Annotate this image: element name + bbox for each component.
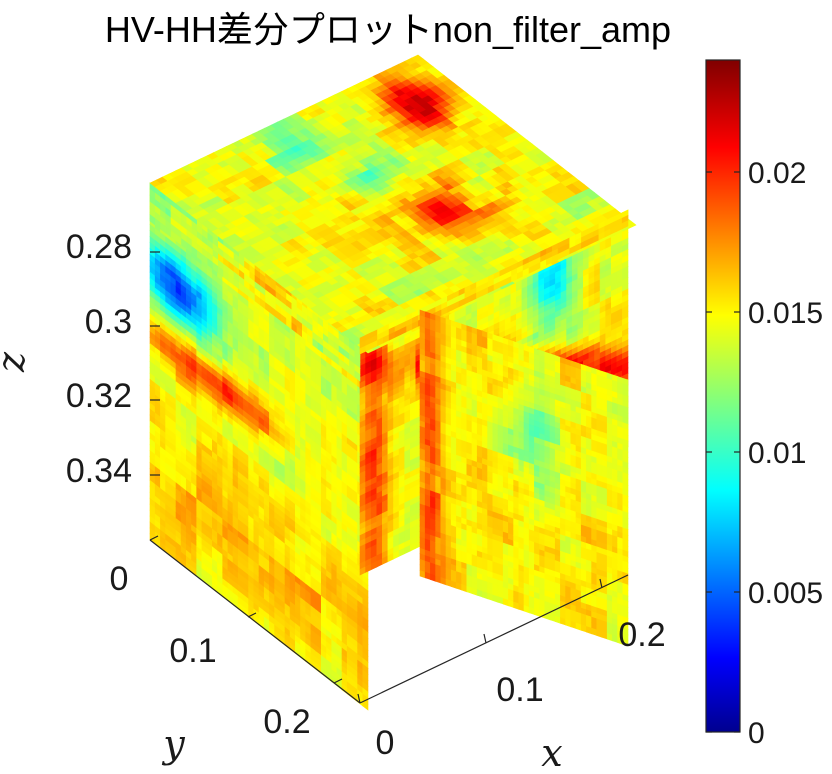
colorbar-tick-label: 0 — [748, 717, 765, 750]
axis-tick — [599, 578, 603, 589]
colorbar-ticks: 0 0.005 0.01 0.015 0.02 — [706, 157, 823, 750]
z-tick-label: 0.32 — [66, 377, 132, 415]
axis-tick — [333, 678, 343, 684]
y-axis-label: y — [161, 722, 185, 766]
slice-front-right — [359, 209, 629, 355]
slice-front-lower — [419, 309, 629, 647]
y-tick-label: 0.2 — [263, 703, 310, 741]
axis-lines — [149, 539, 629, 704]
z-tick-label: 0.3 — [85, 303, 132, 341]
axis-tick — [149, 535, 159, 541]
slice-back-left — [149, 182, 369, 711]
y-tick-label: 0.1 — [169, 632, 216, 670]
z-tick-label: 0.28 — [66, 228, 132, 266]
slice-mid-left — [149, 182, 361, 382]
z-tick-label: 0.34 — [66, 452, 132, 490]
y-tick-label: 0 — [110, 560, 129, 598]
axis-tick — [247, 612, 257, 618]
x-axis-label: x — [541, 731, 562, 774]
chart-title: HV-HH差分プロットnon_filter_amp — [105, 9, 671, 50]
x-tick-label: 0.2 — [618, 616, 665, 654]
x-tick-label: 0 — [376, 724, 395, 762]
slice-planes — [149, 54, 637, 711]
axis-tick — [357, 693, 361, 704]
colorbar-tick-label: 0.02 — [748, 157, 806, 190]
colorbar-tick-label: 0.015 — [748, 297, 823, 330]
colorbar-tick-label: 0.01 — [748, 437, 806, 470]
z-axis-label: z — [0, 351, 33, 373]
axis-tick — [483, 633, 487, 644]
x-tick-label: 0.1 — [496, 671, 543, 709]
axis-tick-marks — [149, 251, 603, 704]
colorbar — [705, 59, 741, 733]
colorbar-tick-label: 0.005 — [748, 577, 823, 610]
